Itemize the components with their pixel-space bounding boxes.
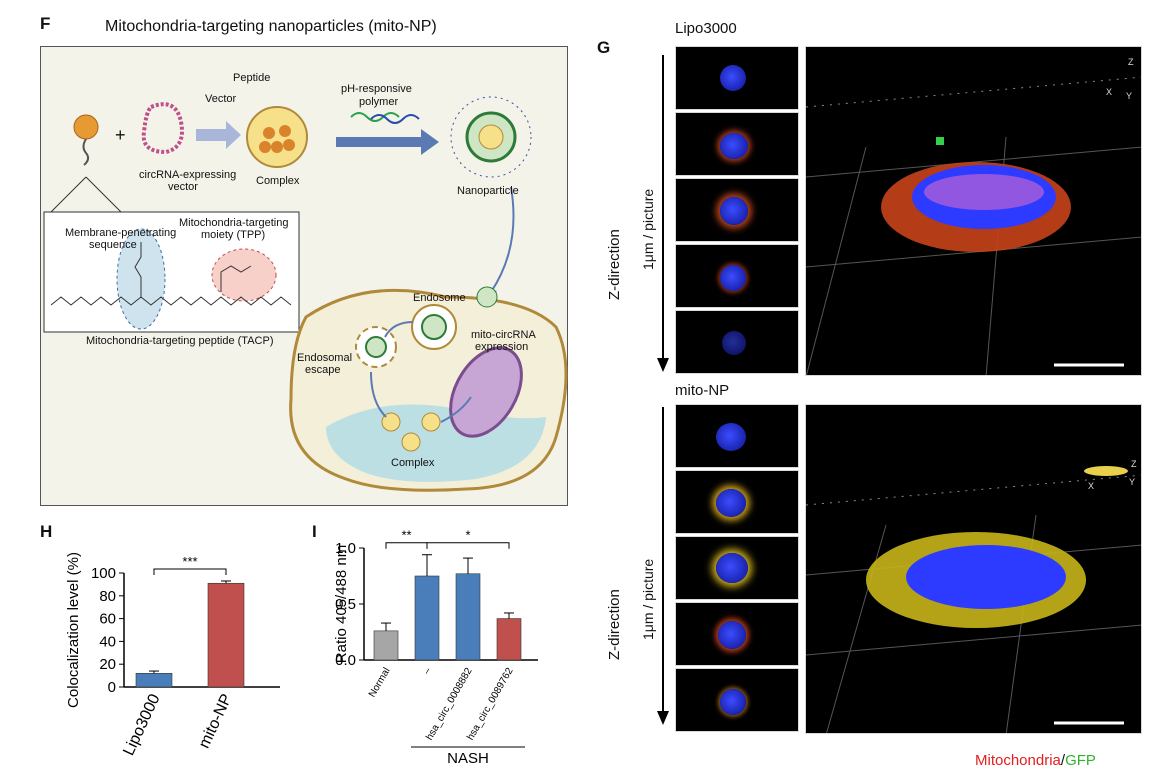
arrow-icon (196, 121, 241, 149)
axis-z-label: Z (1131, 459, 1137, 469)
panel-i-letter: I (312, 522, 317, 541)
label-membrane-1: Membrane-penetrating (65, 227, 177, 239)
label-endosome: Endosome (413, 292, 466, 304)
label-ph-2: polymer (359, 96, 399, 108)
axis-x-label: X (1106, 87, 1112, 97)
y-tick-label: 0.5 (335, 596, 356, 613)
plus-sign: + (115, 125, 126, 145)
x-tick-label: hsa_circ_0008882 (424, 666, 475, 743)
panel-g-letter: G (597, 38, 611, 57)
y-axis-title: Ratio 405/488 nm (333, 545, 350, 663)
panel-f-letter: F (40, 14, 51, 33)
significance-bracket (385, 542, 428, 549)
render-3d-top: X Z Y (805, 46, 1142, 376)
chart-h: 0 20 40 60 80 100 Colocalization level (%) Lipo… (65, 552, 280, 758)
significance-bracket (426, 542, 510, 549)
stack-slice (675, 536, 799, 600)
axis-z-label: Z (1128, 57, 1134, 67)
label-complex: Complex (256, 175, 300, 187)
x-tick-label: mito-NP (196, 692, 236, 752)
label-mito-target-1: Mitochondria-targeting (179, 217, 289, 229)
y-tick-label: 0 (108, 679, 116, 696)
bar (455, 573, 481, 661)
y-tick-label: 60 (99, 611, 116, 628)
label-ph-1: pH-responsive (341, 83, 412, 95)
label-circrna-1: circRNA-expressing (139, 169, 237, 181)
y-axis-title: Colocalization level (%) (65, 552, 82, 708)
label-complex-cell: Complex (391, 457, 435, 469)
significance-label: * (465, 528, 470, 543)
panel-h-letter: H (40, 522, 53, 541)
significance-label: ** (401, 528, 411, 543)
label-membrane-2: sequence (89, 239, 137, 251)
axis-x-label: X (1088, 481, 1094, 491)
label-mito-circ-1: mito-circRNA (471, 329, 536, 341)
axis-y-label: Y (1126, 91, 1132, 101)
y-tick-label: 40 (99, 633, 116, 650)
label-endosomal-1: Endosomal (297, 352, 353, 364)
label-nanoparticle: Nanoparticle (457, 185, 519, 197)
legend-mitochondria: Mitochondria (975, 752, 1061, 769)
x-tick-label: Lipo3000 (120, 691, 163, 758)
significance-bracket (153, 568, 227, 575)
stack-slice (675, 178, 799, 242)
z-direction-top: Z-direction (606, 229, 623, 300)
axis-y-label: Y (1129, 477, 1135, 487)
bar (135, 673, 173, 688)
label-lipo3000: Lipo3000 (675, 20, 737, 37)
scheme-box: Peptide Vector pH-responsive polymer + c… (40, 46, 568, 506)
stack-slice (675, 602, 799, 666)
per-picture-bottom: 1μm / picture (640, 558, 656, 640)
stack-bottom (675, 404, 799, 734)
label-mito-target-2: moiety (TPP) (201, 229, 266, 241)
mitochondrion-icon (449, 346, 523, 438)
legend-separator: / (1060, 752, 1066, 769)
peptide-chain-icon (50, 296, 292, 306)
scheme-illustration (43, 96, 568, 492)
y-tick-label: 80 (99, 588, 116, 605)
peptide-ball-icon (73, 114, 99, 140)
label-circrna-2: vector (168, 181, 198, 193)
nanoparticle-icon (450, 96, 532, 178)
panel-f-title: Mitochondria-targeting nanoparticles (mi… (105, 18, 437, 35)
stack-slice (675, 310, 799, 374)
y-tick-label: 100 (91, 565, 116, 582)
label-tacp: Mitochondria-targeting peptide (TACP) (86, 335, 274, 347)
legend-gfp: GFP (1065, 752, 1096, 769)
stack-top (675, 46, 799, 376)
stack-slice (675, 404, 799, 468)
label-endosomal-2: escape (305, 364, 341, 376)
z-arrow-bottom-icon (657, 407, 669, 725)
per-picture-top: 1μm / picture (640, 188, 656, 270)
bar (496, 618, 522, 661)
label-mito-np: mito-NP (675, 382, 730, 399)
label-mito-circ-2: expression (475, 341, 529, 353)
stack-slice (675, 668, 799, 732)
stack-slice (675, 46, 799, 110)
y-tick-label: 1.0 (335, 540, 356, 557)
x-tick-label: Normal (367, 666, 393, 699)
bar (207, 582, 245, 688)
significance-label: *** (182, 554, 197, 569)
y-tick-label: 20 (99, 656, 116, 673)
label-vector: Vector (205, 93, 237, 105)
x-tick-label: hsa_circ_0089762 (465, 666, 516, 743)
stack-slice (675, 244, 799, 308)
complex-icon (246, 106, 308, 168)
arrow-long-icon (336, 129, 439, 155)
x-tick-label: – (421, 666, 434, 677)
plasmid-icon (141, 102, 184, 155)
group-label: NASH (447, 750, 489, 765)
y-tick-label: 0.0 (335, 652, 356, 669)
label-peptide: Peptide (233, 72, 271, 84)
bar (373, 630, 399, 661)
render-3d-bottom: X Z Y (805, 404, 1142, 734)
channel-legend: Mitochondria/GFP (975, 752, 1096, 769)
z-direction-bottom: Z-direction (606, 589, 623, 660)
stack-slice (675, 470, 799, 534)
z-arrow-top-icon (657, 55, 669, 372)
bar (414, 575, 440, 661)
stack-slice (675, 112, 799, 176)
